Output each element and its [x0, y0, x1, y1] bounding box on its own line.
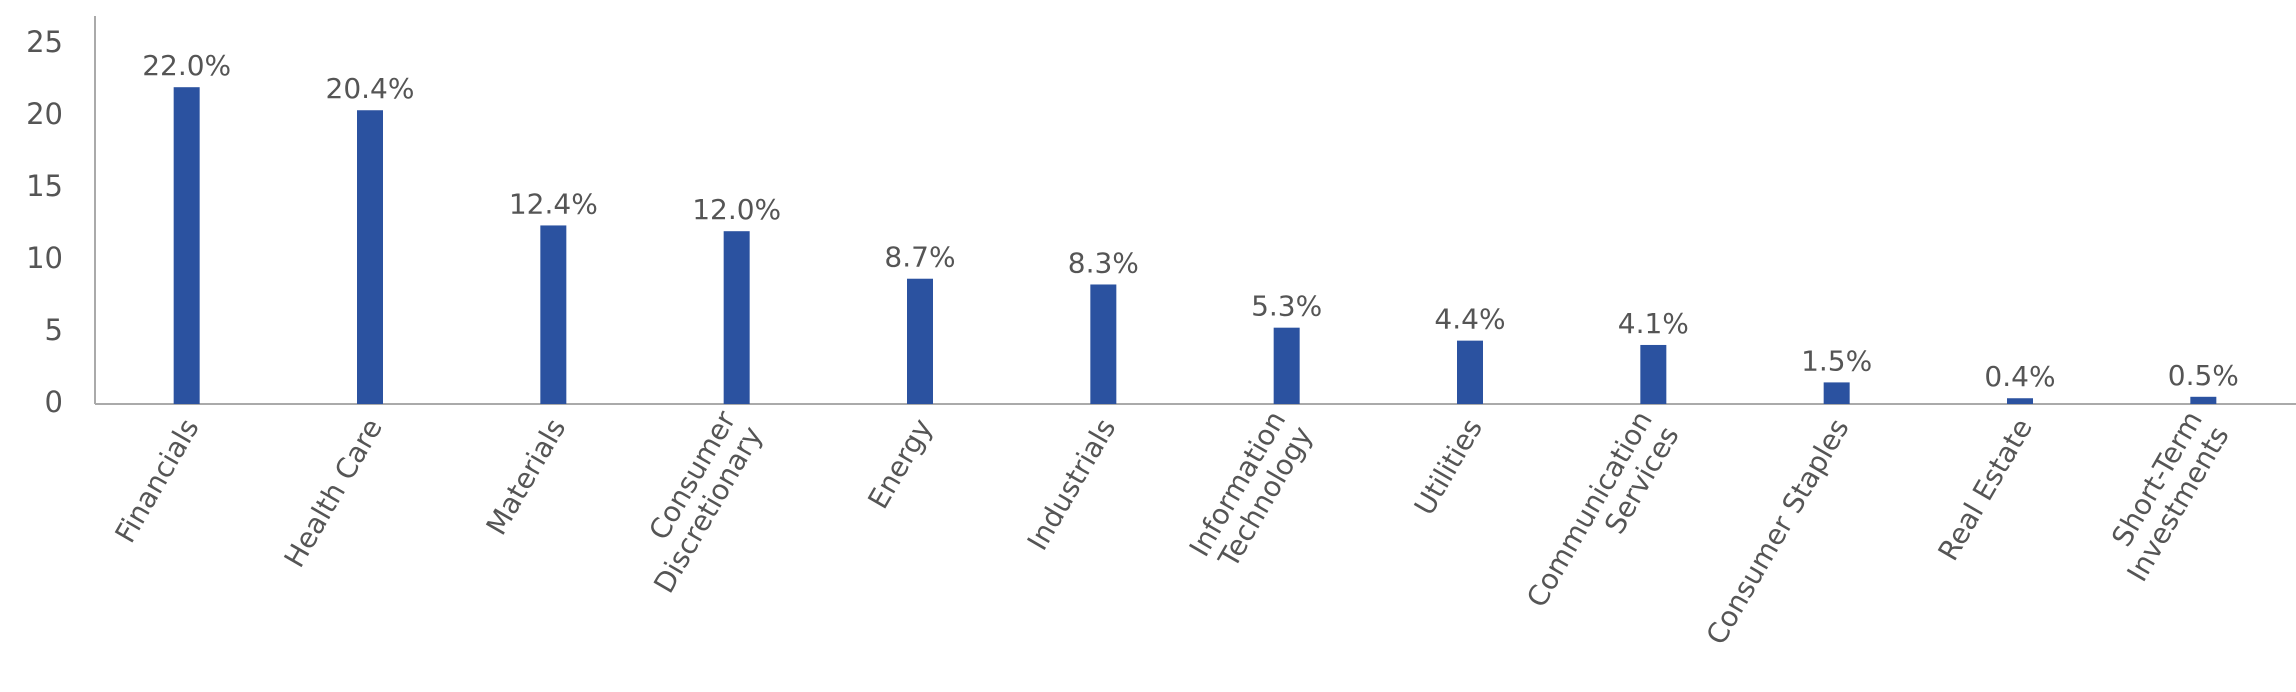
value-label: 4.4%: [1434, 303, 1505, 336]
x-tick-label: Industrials: [1021, 413, 1123, 556]
value-label: 0.5%: [2168, 359, 2239, 392]
bar: [1823, 382, 1850, 404]
bar: [907, 278, 933, 404]
x-tick-label: Short-TermInvestments: [2094, 405, 2236, 587]
value-label: 4.1%: [1618, 307, 1689, 340]
value-label: 12.0%: [692, 193, 781, 226]
bar: [357, 110, 383, 405]
bar: [540, 225, 567, 404]
y-tick-label: 0: [45, 385, 63, 419]
y-tick-label: 20: [26, 97, 63, 131]
x-tick-label: InformationTechnology: [1183, 405, 1319, 577]
x-tick-label: CommunicationServices: [1520, 405, 1686, 628]
x-tick-label: ConsumerDiscretionary: [621, 405, 770, 599]
bar: [1090, 284, 1117, 404]
bar: [2190, 396, 2217, 404]
y-tick-label: 25: [26, 25, 63, 59]
x-tick-label: Real Estate: [1931, 413, 2039, 566]
y-tick-label: 15: [26, 169, 63, 203]
value-label: 12.4%: [509, 187, 598, 220]
bar: [1273, 327, 1300, 404]
bar: [723, 231, 750, 404]
value-label: 0.4%: [1984, 360, 2055, 393]
y-tick-label: 5: [45, 313, 63, 347]
x-tick-label: Health Care: [278, 413, 389, 573]
x-tick-label: Materials: [480, 413, 573, 541]
value-label: 8.7%: [884, 241, 955, 274]
value-label: 5.3%: [1251, 290, 1322, 323]
x-tick-label: Utilities: [1408, 413, 1489, 521]
x-tick-label: Financials: [108, 413, 205, 548]
bar: [2007, 398, 2033, 404]
value-label: 20.4%: [326, 72, 415, 105]
value-label: 22.0%: [142, 49, 231, 82]
value-label: 8.3%: [1068, 246, 1139, 279]
bar: [173, 87, 200, 404]
bar: [1457, 340, 1483, 404]
x-tick-label: Energy: [861, 413, 939, 514]
value-label: 1.5%: [1801, 344, 1872, 377]
x-tick-label: Consumer Staples: [1700, 413, 1856, 650]
y-tick-label: 10: [26, 241, 63, 275]
bar: [1640, 344, 1667, 404]
